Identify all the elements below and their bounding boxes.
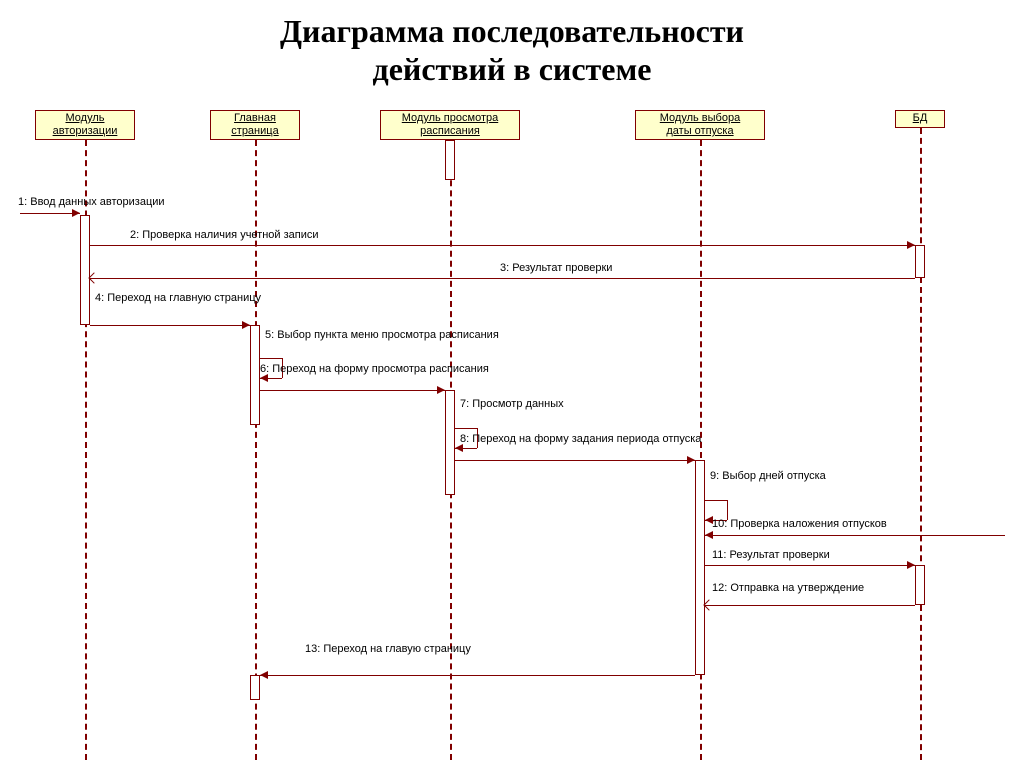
message-1-label: 1: Ввод данных авторизации bbox=[18, 196, 165, 208]
message-7-seg1 bbox=[455, 428, 477, 429]
message-12-line bbox=[705, 605, 915, 606]
sequence-diagram: Модульавторизации Главнаястраница Модуль п… bbox=[0, 110, 1024, 760]
message-12-label: 12: Отправка на утверждение bbox=[712, 582, 864, 594]
message-10-label: 10: Проверка наложения отпусков bbox=[712, 518, 887, 530]
activation-main-7 bbox=[250, 675, 260, 700]
message-11-head bbox=[907, 561, 915, 569]
lifeline-db: БД bbox=[895, 110, 945, 128]
message-6-label: 6: Переход на форму просмотра расписания bbox=[260, 363, 489, 375]
message-9-seg1 bbox=[705, 500, 727, 501]
title-line2: действий в системе bbox=[373, 51, 652, 87]
message-9-label: 9: Выбор дней отпуска bbox=[710, 470, 826, 482]
message-8-line bbox=[455, 460, 695, 461]
message-5-label: 5: Выбор пункта меню просмотра расписани… bbox=[265, 329, 499, 341]
lifeline-vac: Модуль выборадаты отпуска bbox=[635, 110, 765, 140]
message-6-line bbox=[260, 390, 445, 391]
message-3-head bbox=[88, 272, 99, 283]
activation-db-2 bbox=[915, 245, 925, 278]
message-3-line bbox=[90, 278, 915, 279]
lifeline-auth: Модульавторизации bbox=[35, 110, 135, 140]
message-4-label: 4: Переход на главную страницу bbox=[95, 292, 261, 304]
title-line1: Диаграмма последовательности bbox=[280, 13, 744, 49]
activation-auth-1 bbox=[80, 215, 90, 325]
message-8-head bbox=[687, 456, 695, 464]
message-1-head bbox=[72, 209, 80, 217]
message-10-line bbox=[705, 535, 1005, 536]
message-11-line bbox=[705, 565, 915, 566]
message-2-label: 2: Проверка наличия учетной записи bbox=[130, 229, 319, 241]
message-8-label: 8: Переход на форму задания периода отпу… bbox=[460, 433, 701, 445]
lifeline-main: Главнаястраница bbox=[210, 110, 300, 140]
activation-db-6 bbox=[915, 565, 925, 605]
message-4-head bbox=[242, 321, 250, 329]
activation-sched-0 bbox=[445, 140, 455, 180]
message-3-label: 3: Результат проверки bbox=[500, 262, 612, 274]
message-13-head bbox=[260, 671, 268, 679]
message-1-line bbox=[20, 213, 80, 214]
activation-main-3 bbox=[250, 325, 260, 425]
message-5-head bbox=[260, 374, 268, 382]
message-5-seg1 bbox=[260, 358, 282, 359]
message-6-head bbox=[437, 386, 445, 394]
message-7-label: 7: Просмотр данных bbox=[460, 398, 564, 410]
message-12-head bbox=[703, 599, 714, 610]
message-2-head bbox=[907, 241, 915, 249]
page-title: Диаграмма последовательности действий в … bbox=[0, 0, 1024, 89]
message-2-line bbox=[90, 245, 915, 246]
message-9-seg2 bbox=[727, 500, 728, 520]
lifeline-sched: Модуль просмотрарасписания bbox=[380, 110, 520, 140]
message-11-label: 11: Результат проверки bbox=[712, 549, 830, 561]
message-4-line bbox=[90, 325, 250, 326]
message-13-line bbox=[260, 675, 695, 676]
message-7-head bbox=[455, 444, 463, 452]
activation-sched-4 bbox=[445, 390, 455, 495]
message-13-label: 13: Переход на главую страницу bbox=[305, 643, 471, 655]
message-10-head bbox=[705, 531, 713, 539]
activation-vac-5 bbox=[695, 460, 705, 675]
lifeline-dash-db bbox=[920, 128, 922, 760]
